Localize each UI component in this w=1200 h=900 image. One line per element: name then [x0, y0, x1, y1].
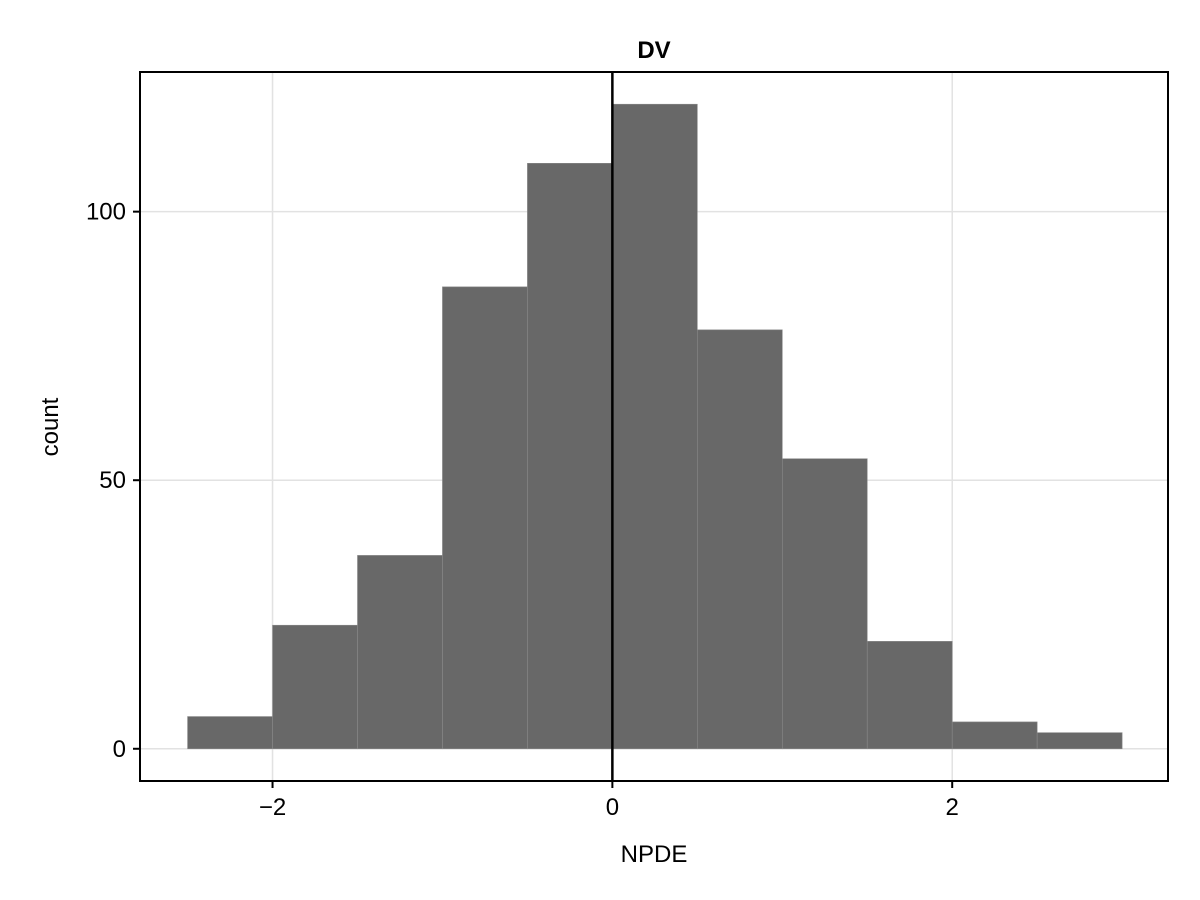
histogram-bar	[442, 286, 528, 750]
x-tick-label: −2	[259, 794, 286, 821]
y-tick-label: 100	[86, 199, 126, 226]
histogram-bar	[866, 641, 953, 750]
histogram-bar	[272, 624, 358, 750]
y-tick-label: 50	[99, 467, 126, 494]
y-axis-ticks: 0 50 100	[86, 199, 140, 763]
bars-group	[187, 103, 1123, 750]
x-tick-label: 2	[946, 794, 959, 821]
histogram-bar	[357, 555, 443, 750]
y-tick-label: 0	[113, 736, 126, 763]
histogram-bar	[187, 716, 273, 750]
histogram-bar	[1036, 732, 1123, 750]
histogram-bar	[951, 721, 1038, 750]
histogram-bar	[527, 163, 613, 750]
histogram-bar	[781, 458, 868, 750]
y-axis-label: count	[37, 397, 64, 456]
histogram-bar	[697, 329, 783, 750]
x-axis-label: NPDE	[621, 841, 688, 868]
histogram-bar	[612, 103, 698, 750]
plot-frame	[139, 71, 1169, 782]
x-axis-ticks: −2 0 2	[259, 781, 959, 821]
chart-title: DV	[637, 37, 670, 64]
x-tick-label: 0	[606, 794, 619, 821]
